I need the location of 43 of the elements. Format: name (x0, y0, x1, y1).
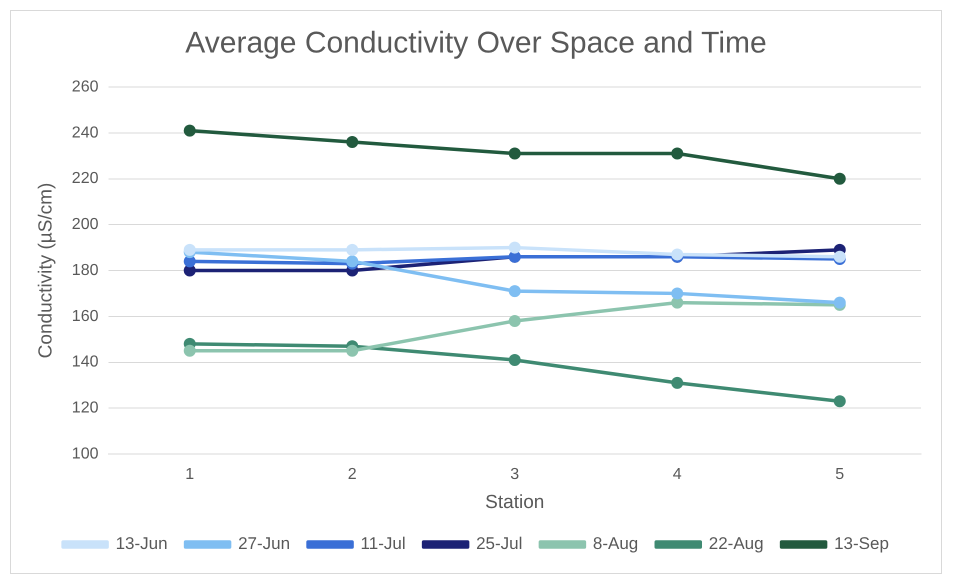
chart-title: Average Conductivity Over Space and Time (185, 26, 767, 60)
y-tick-label: 120 (72, 400, 99, 417)
point (834, 250, 846, 263)
x-tick-label: 3 (510, 466, 520, 484)
point (184, 244, 196, 256)
legend-label: 27-Jun (238, 534, 290, 554)
legend-label: 22-Aug (708, 534, 764, 554)
legend-label: 25-Jul (476, 534, 522, 554)
legend-label: 11-Jul (360, 534, 406, 554)
x-axis-title: Station (485, 492, 544, 513)
x-tick-label: 5 (835, 466, 844, 484)
y-tick-label: 220 (72, 170, 99, 188)
point (346, 244, 358, 256)
legend-label: 13-Sep (834, 534, 889, 554)
y-axis-title: Conductivity (µS/cm) (36, 182, 57, 358)
point (346, 136, 358, 148)
x-tick-label: 2 (348, 466, 357, 484)
point (671, 248, 684, 260)
point (508, 314, 521, 327)
legend-label: 13-Jun (116, 534, 168, 554)
y-tick-label: 240 (72, 124, 99, 142)
point (671, 287, 684, 300)
y-tick-label: 140 (72, 354, 99, 371)
y-tick-label: 260 (72, 78, 99, 96)
y-tick-label: 100 (72, 445, 99, 462)
point (834, 395, 846, 408)
point (671, 376, 684, 389)
point (346, 255, 358, 268)
y-tick-label: 180 (72, 262, 99, 279)
y-tick-label: 160 (72, 308, 99, 325)
point (508, 148, 521, 160)
y-tick-label: 200 (72, 216, 99, 234)
point (508, 242, 521, 254)
legend-label: 8-Aug (592, 534, 638, 554)
point (671, 148, 684, 160)
point (346, 344, 358, 357)
x-tick-label: 1 (185, 466, 194, 484)
x-tick-label: 4 (672, 466, 682, 484)
point (508, 354, 521, 366)
point (508, 285, 521, 298)
point (184, 344, 196, 357)
point (184, 124, 196, 137)
point (834, 172, 846, 185)
